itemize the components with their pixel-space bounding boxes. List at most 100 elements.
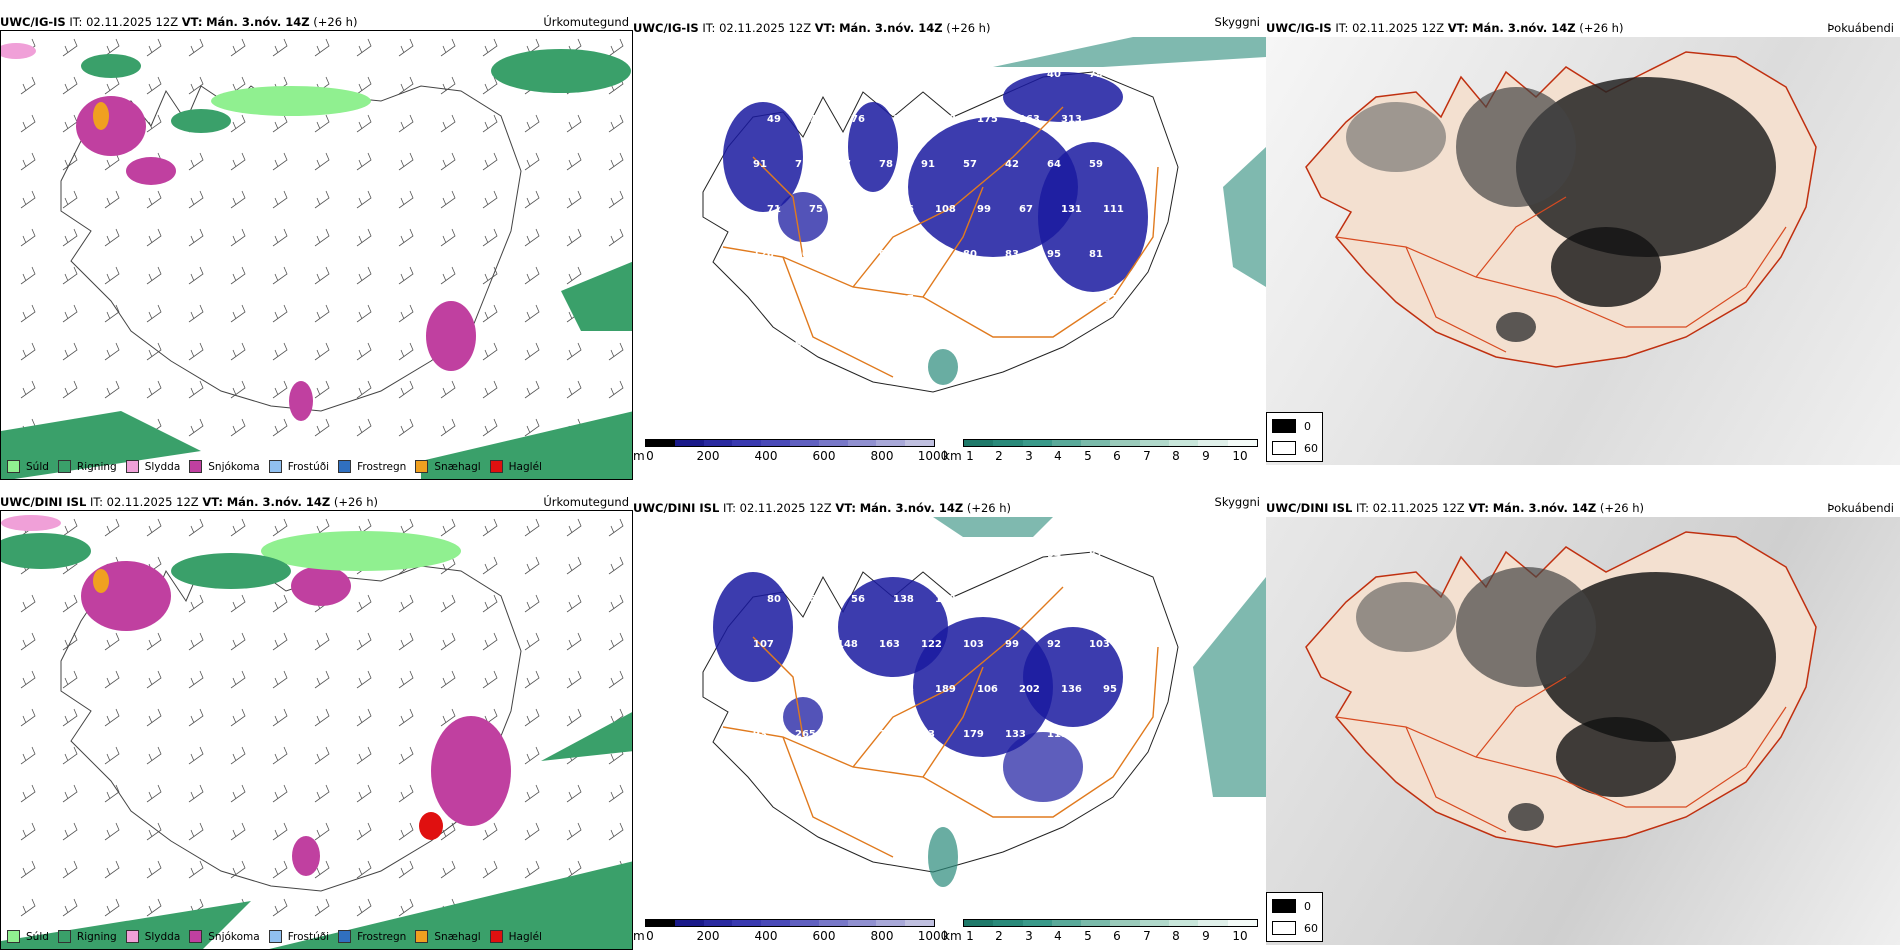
visibility-bar	[963, 439, 1258, 447]
fog-map[interactable]	[1266, 37, 1900, 465]
visibility-value-label: 87	[753, 549, 767, 560]
vt-label: VT:	[1468, 501, 1490, 515]
visibility-value-label: 64	[1047, 159, 1061, 170]
fog-shading	[1346, 77, 1776, 342]
elevation-units: m	[633, 929, 645, 943]
wind-barb	[62, 152, 78, 171]
wind-barb	[62, 38, 78, 57]
legend-item: Haglél	[489, 460, 542, 473]
wind-barb	[608, 518, 624, 537]
visibility-value-label: 179	[963, 729, 984, 740]
visibility-value-label: 275	[893, 684, 914, 695]
iceland-outline	[60, 565, 522, 892]
visibility-value-label: 110	[1103, 114, 1124, 125]
wind-barb	[524, 670, 540, 689]
wind-barb	[230, 784, 246, 803]
visibility-value-label: 61	[1061, 594, 1075, 605]
legend-label: Snæhagl	[434, 460, 481, 473]
visibility-value-label: 95	[1103, 684, 1117, 695]
wind-barb	[188, 76, 204, 95]
elev-tick: 1000	[917, 449, 949, 463]
legend-item: Haglél	[489, 930, 542, 943]
precip-map[interactable]: Súld Rigning Slydda Snjókoma Frostúði Fr…	[0, 510, 633, 950]
elevation-units: m	[633, 449, 645, 463]
visibility-value-label: 42	[1005, 159, 1019, 170]
legend-item: Snæhagl	[415, 460, 481, 473]
lead-time: (+26 h)	[333, 495, 379, 509]
wind-barb	[20, 708, 36, 727]
wind-barb	[314, 708, 330, 727]
visibility-value-label: 93	[753, 729, 767, 740]
elevation-colorbar: m 0 200 400 600 800 1000	[633, 919, 948, 947]
wind-barb	[104, 708, 120, 727]
wind-barb	[146, 190, 162, 209]
wind-barb	[524, 556, 540, 575]
visibility-value-label: 138	[809, 294, 830, 305]
legend-label: Frostúði	[287, 460, 330, 473]
wind-barb	[230, 418, 246, 437]
wind-barb	[356, 38, 372, 57]
wind-barb	[398, 152, 414, 171]
fog-panel-bottom: UWC/DINI ISL IT: 02.11.2025 12Z VT: Mán.…	[1266, 495, 1900, 945]
visibility-value-label: 49	[767, 114, 781, 125]
visibility-value-label: 180	[935, 294, 956, 305]
fog-map[interactable]	[1266, 517, 1900, 945]
precip-svg	[1, 515, 632, 949]
wind-barb	[482, 228, 498, 247]
precip-map[interactable]: Súld Rigning Slydda Snjókoma Frostúði Fr…	[0, 30, 633, 480]
wind-barb	[230, 266, 246, 285]
visibility-value-label: 107	[753, 639, 774, 650]
legend-item: Frostregn	[338, 930, 406, 943]
wind-barb	[62, 304, 78, 323]
it-label: IT:	[722, 501, 736, 515]
wind-barb	[20, 632, 36, 651]
wind-barb	[566, 152, 582, 171]
wind-barb	[62, 114, 78, 133]
wind-barb	[482, 266, 498, 285]
visibility-value-label: 93	[921, 729, 935, 740]
wind-barb	[272, 228, 288, 247]
visibility-value-label: 87	[1089, 549, 1103, 560]
wind-barb	[440, 708, 456, 727]
it-value: 02.11.2025 12Z	[1372, 501, 1465, 515]
wind-barb	[398, 304, 414, 323]
visibility-value-label: 101	[767, 684, 788, 695]
wind-barb	[314, 190, 330, 209]
precip-svg	[1, 38, 632, 479]
visibility-colorbar: km 1 2 3 4 5 6 7 8 9 10	[943, 919, 1266, 947]
wind-barb	[482, 418, 498, 437]
wind-barb	[482, 38, 498, 57]
wind-barb	[230, 708, 246, 727]
visibility-map[interactable]: 101 71 65 88 96 90 42 40 79 49 72 76 182 198 175 163 313…	[633, 37, 1266, 435]
wind-barb	[146, 518, 162, 537]
wind-barb	[272, 594, 288, 613]
wind-barb	[20, 228, 36, 247]
precip-areas	[1, 43, 632, 479]
legend-swatch	[489, 930, 503, 943]
visibility-value-label: 108	[935, 204, 956, 215]
wind-barb	[272, 898, 288, 917]
legend-item: Rigning	[57, 460, 117, 473]
wind-barb	[104, 304, 120, 323]
precip-title: Úrkomutegund	[543, 495, 629, 509]
model-name: UWC/IG-IS	[1266, 21, 1332, 35]
legend-label: Rigning	[76, 460, 117, 473]
elevation-bar	[645, 919, 935, 927]
wind-barb	[146, 380, 162, 399]
model-name: UWC/DINI ISL	[0, 495, 87, 509]
elev-tick: 600	[812, 449, 836, 463]
wind-barb	[20, 266, 36, 285]
visibility-value-label: 126	[893, 204, 914, 215]
visibility-value-label: 313	[1061, 114, 1082, 125]
wind-barb	[566, 342, 582, 361]
wind-barb	[62, 76, 78, 95]
vis-tick: 2	[995, 449, 1003, 463]
visibility-value-label: 164	[977, 594, 998, 605]
wind-barb	[188, 190, 204, 209]
visibility-value-label: 103	[809, 684, 830, 695]
wind-barb	[314, 822, 330, 841]
visibility-map[interactable]: 87 53 55 50 67 83 64 94 87 80 61 56 138 179 164 65 61 75 1…	[633, 517, 1266, 915]
wind-barb	[398, 632, 414, 651]
wind-barb	[272, 266, 288, 285]
wind-barb	[188, 38, 204, 57]
